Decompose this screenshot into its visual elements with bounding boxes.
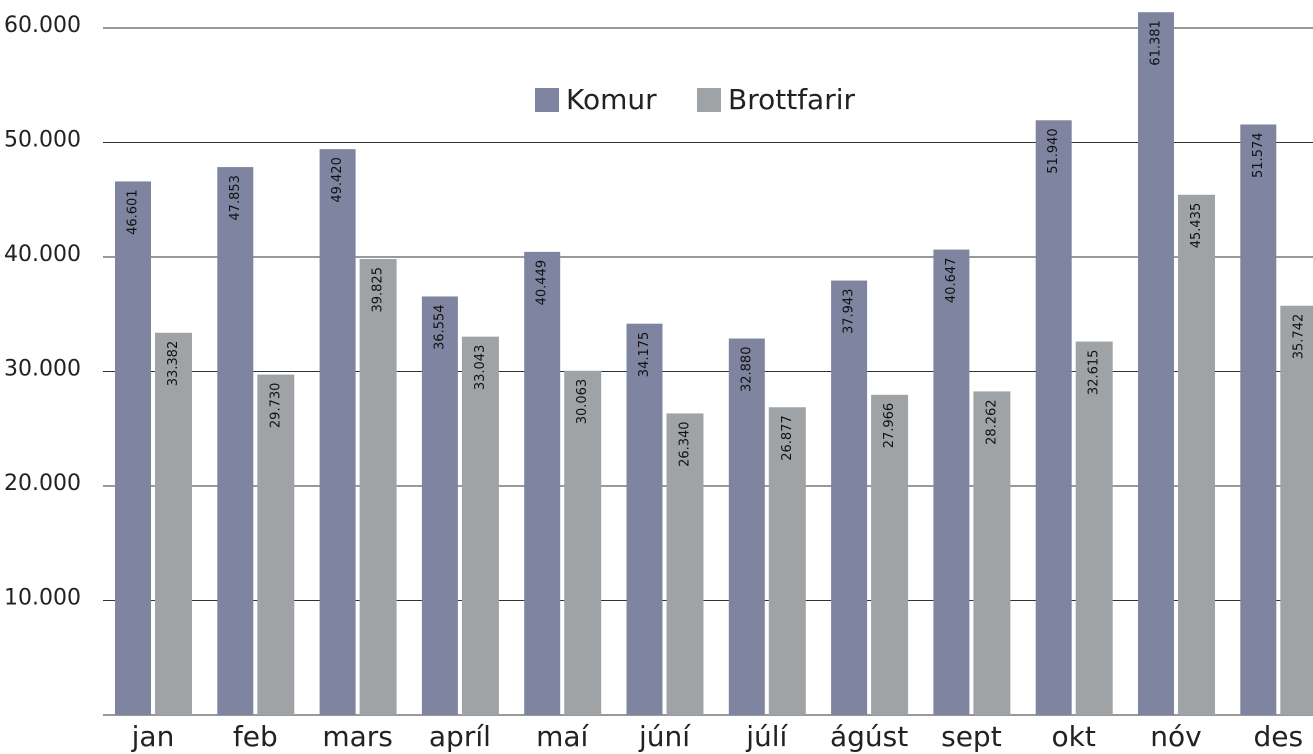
x-tick-label: ágúst xyxy=(830,720,908,753)
y-tick-label: 60.000 xyxy=(4,13,81,38)
bar xyxy=(933,249,970,715)
bar xyxy=(564,370,602,715)
x-tick-label: des xyxy=(1254,720,1304,753)
bar xyxy=(1178,194,1215,715)
legend-label: Komur xyxy=(566,83,657,116)
bar xyxy=(831,280,868,715)
legend-label: Brottfarir xyxy=(728,83,856,116)
x-tick-label: nóv xyxy=(1150,720,1201,753)
value-label: 36.554 xyxy=(432,304,447,350)
value-label: 35.742 xyxy=(1291,314,1306,360)
bar xyxy=(524,251,561,715)
legend-swatch xyxy=(535,88,559,112)
y-tick-label: 30.000 xyxy=(4,357,81,382)
bar xyxy=(319,149,356,716)
bar xyxy=(155,332,192,715)
y-tick-label: 40.000 xyxy=(4,242,81,267)
value-label: 40.647 xyxy=(944,258,959,304)
bar xyxy=(728,338,765,715)
bar xyxy=(1280,305,1313,715)
bar xyxy=(626,323,663,715)
x-tick-label: sept xyxy=(941,720,1002,753)
y-tick-label: 20.000 xyxy=(4,471,81,496)
value-label: 32.880 xyxy=(739,347,754,393)
x-tick-label: jan xyxy=(131,720,175,753)
value-label: 28.262 xyxy=(984,399,999,445)
value-label: 45.435 xyxy=(1189,203,1204,249)
value-label: 61.381 xyxy=(1149,20,1164,65)
bar xyxy=(257,374,295,715)
value-label: 46.601 xyxy=(126,189,141,235)
bar xyxy=(1075,341,1113,715)
bar xyxy=(768,407,806,715)
value-label: 51.940 xyxy=(1046,128,1061,174)
value-label: 26.877 xyxy=(780,415,795,461)
value-label: 39.825 xyxy=(371,267,386,313)
bar xyxy=(871,394,909,715)
value-label: 40.449 xyxy=(535,260,550,306)
value-label: 49.420 xyxy=(330,157,345,203)
value-label: 34.175 xyxy=(637,332,652,378)
bar xyxy=(217,167,254,716)
value-label: 26.340 xyxy=(678,421,693,467)
value-label: 51.574 xyxy=(1251,132,1266,178)
value-label: 32.615 xyxy=(1087,350,1102,396)
x-tick-label: maí xyxy=(536,720,589,753)
x-tick-label: apríl xyxy=(429,720,491,753)
bar xyxy=(666,413,704,715)
value-label: 33.043 xyxy=(473,345,488,391)
bar xyxy=(421,296,458,715)
legend-swatch xyxy=(697,88,721,112)
bar xyxy=(359,259,397,715)
bar xyxy=(1240,124,1277,715)
y-tick-label: 10.000 xyxy=(4,586,81,611)
y-tick-label: 50.000 xyxy=(4,128,81,153)
bar xyxy=(115,181,151,715)
bar xyxy=(973,391,1011,715)
x-tick-label: okt xyxy=(1052,720,1096,753)
value-label: 30.063 xyxy=(575,379,590,425)
x-tick-label: júní xyxy=(638,720,691,753)
x-tick-label: feb xyxy=(233,720,278,753)
bar xyxy=(461,336,499,715)
value-label: 47.853 xyxy=(228,175,243,221)
x-tick-label: mars xyxy=(322,720,393,753)
x-tick-label: júlí xyxy=(745,720,788,753)
bar xyxy=(1035,120,1072,716)
value-label: 37.943 xyxy=(842,289,857,335)
bar xyxy=(1138,12,1174,715)
value-label: 27.966 xyxy=(882,403,897,449)
value-label: 29.730 xyxy=(268,383,283,429)
value-label: 33.382 xyxy=(166,341,181,387)
